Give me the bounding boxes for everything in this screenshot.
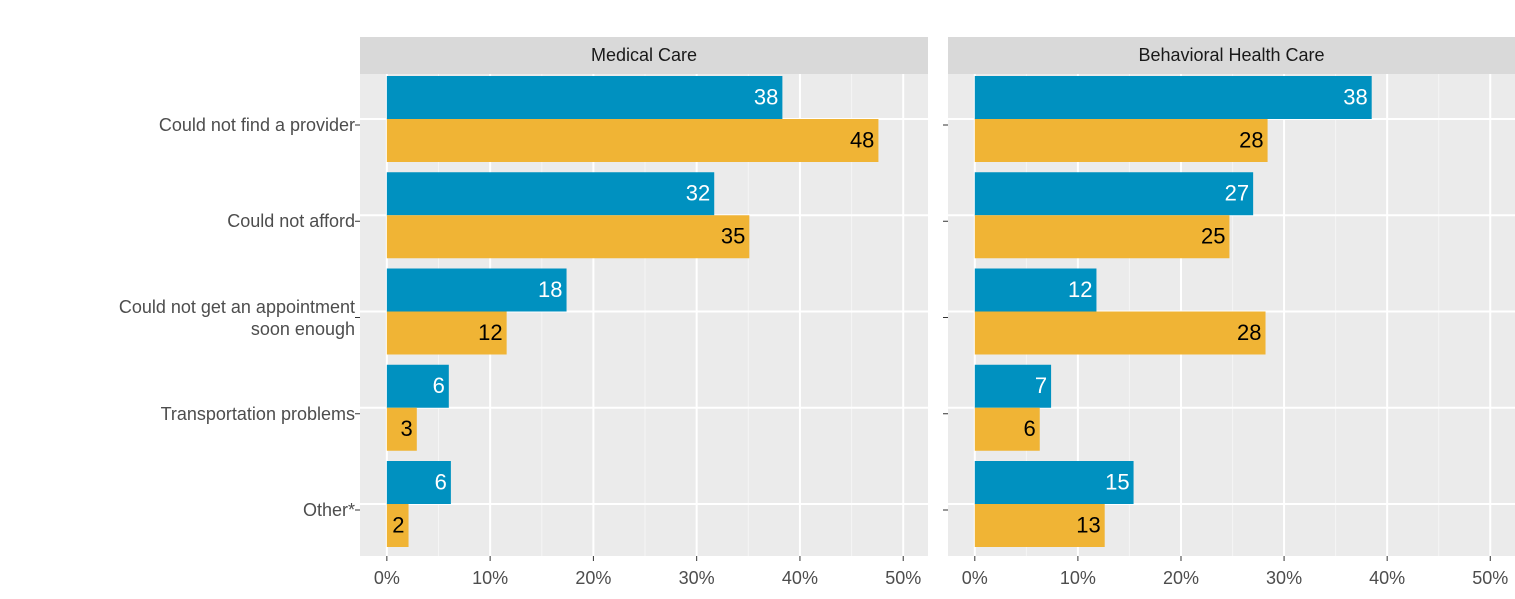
y-tick-label: Could not get an appointment soon enough — [118, 296, 355, 339]
bar — [386, 172, 715, 216]
bar — [974, 76, 1372, 119]
bar — [386, 407, 417, 451]
bar — [974, 119, 1268, 162]
bar — [974, 364, 1052, 408]
panel-title: Behavioral Health Care — [1138, 45, 1324, 65]
bar — [974, 504, 1105, 547]
value-label: 27 — [1225, 181, 1249, 206]
value-label: 32 — [686, 181, 710, 206]
value-label: 25 — [1201, 224, 1225, 249]
x-tick-label: 50% — [885, 568, 921, 588]
value-label: 6 — [435, 469, 447, 494]
bar — [386, 119, 879, 162]
x-tick-label: 20% — [575, 568, 611, 588]
x-tick-label: 30% — [679, 568, 715, 588]
x-tick-label: 30% — [1266, 568, 1302, 588]
value-label: 38 — [1343, 84, 1367, 109]
bar — [974, 215, 1230, 259]
value-label: 15 — [1105, 469, 1129, 494]
bar — [386, 364, 449, 408]
x-tick-label: 40% — [782, 568, 818, 588]
strip — [360, 37, 928, 74]
bar — [974, 311, 1266, 355]
bar — [974, 172, 1254, 216]
bar — [974, 268, 1097, 312]
value-label: 13 — [1076, 512, 1100, 537]
bar — [386, 215, 750, 259]
value-label: 6 — [433, 373, 445, 398]
value-label: 28 — [1239, 127, 1263, 152]
value-label: 28 — [1237, 320, 1261, 345]
y-tick-label: Could not afford — [227, 211, 355, 232]
x-tick-label: 0% — [374, 568, 400, 588]
value-label: 3 — [401, 416, 413, 441]
value-label: 35 — [721, 224, 745, 249]
x-tick-label: 10% — [472, 568, 508, 588]
value-label: 12 — [478, 320, 502, 345]
value-label: 48 — [850, 127, 874, 152]
bar — [974, 407, 1040, 451]
value-label: 6 — [1024, 416, 1036, 441]
x-tick-label: 10% — [1060, 568, 1096, 588]
x-tick-label: 20% — [1163, 568, 1199, 588]
bar — [974, 461, 1134, 504]
bar — [386, 76, 783, 119]
bar — [386, 311, 507, 355]
strip — [948, 37, 1515, 74]
bar — [386, 504, 409, 547]
y-tick-label: Transportation problems — [160, 403, 355, 424]
panel-title: Medical Care — [591, 45, 697, 65]
x-tick-label: 50% — [1472, 568, 1508, 588]
bar — [386, 268, 567, 312]
y-tick-label: Could not find a provider — [158, 115, 355, 135]
bar — [386, 461, 451, 504]
value-label: 2 — [392, 512, 404, 537]
y-tick-label: Other* — [302, 500, 355, 520]
value-label: 7 — [1035, 373, 1047, 398]
x-tick-label: 0% — [962, 568, 988, 588]
value-label: 12 — [1068, 277, 1092, 302]
x-tick-label: 40% — [1369, 568, 1405, 588]
value-label: 18 — [538, 277, 562, 302]
value-label: 38 — [754, 84, 778, 109]
